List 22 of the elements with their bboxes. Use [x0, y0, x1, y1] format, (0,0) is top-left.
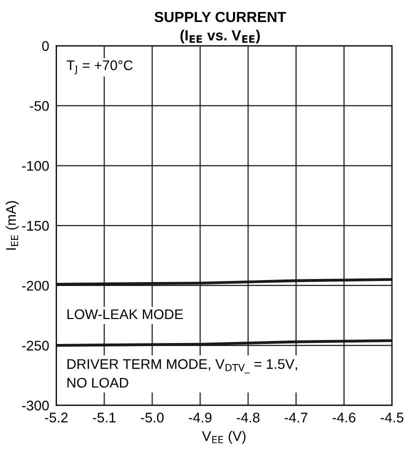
y-tick-label: -300	[22, 400, 49, 410]
text: DRIVER TERM MODE, V$_{DTV_}$ = 1.5V, NO LOAD	[68, 359, 298, 388]
chart-title: SUPPLY CURRENT	[154, 12, 286, 22]
x-tick-label: -5.1	[92, 412, 116, 422]
x-axis-title: V$_{EE}$ (V)	[202, 430, 246, 444]
x-tick-label: -4.9	[188, 412, 212, 422]
y-tick-label: 0	[42, 41, 49, 51]
y-tick-label: -50	[30, 101, 49, 111]
annotation: T$_{J}$ = +70°C	[66, 60, 133, 74]
y-axis-title: I$_{EE}$ (mA)	[6, 201, 19, 250]
x-tick-label: -4.5	[380, 412, 404, 422]
x-tick-label: -5.2	[44, 412, 68, 422]
y-tick-label: -150	[22, 220, 49, 231]
x-tick-label: -4.6	[332, 412, 356, 422]
x-tick-label: -4.8	[236, 412, 260, 422]
x-tick-label: -5.0	[140, 412, 164, 422]
annotation: LOW-LEAK MODE	[68, 309, 183, 320]
y-tick-label: -200	[22, 280, 49, 291]
x-tick-label: -4.7	[284, 412, 308, 422]
y-tick-label: -250	[22, 340, 49, 351]
chart-subtitle: (I$_{EE}$ vs. V$_{EE}$)	[180, 30, 260, 44]
y-tick-label: -100	[22, 160, 49, 171]
